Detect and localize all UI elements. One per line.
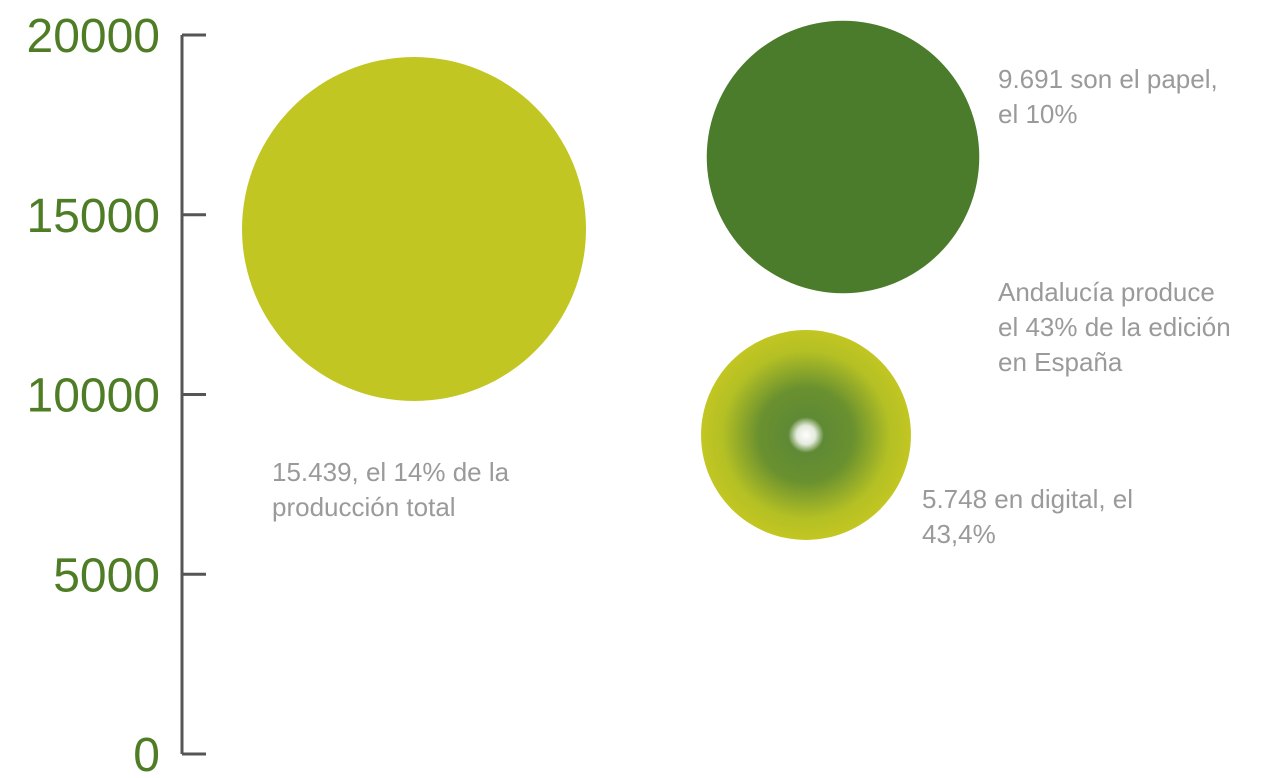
- bubble-digital: [701, 330, 911, 540]
- y-tick-label: 10000: [27, 370, 160, 423]
- bubble-label-digital-line-1: 5.748 en digital, el: [922, 484, 1134, 514]
- y-tick-label: 0: [133, 729, 160, 778]
- bubble-label-digital: 5.748 en digital, el 43,4%: [922, 482, 1133, 552]
- andalucia-annotation-line-3: en España: [998, 347, 1123, 377]
- bubble-label-paper-line-1: 9.691 son el papel,: [998, 64, 1218, 94]
- bubble-label-digital-line-2: 43,4%: [922, 519, 996, 549]
- bubble-label-total-line-1: 15.439, el 14% de la: [272, 457, 510, 487]
- bubble-label-paper: 9.691 son el papel, el 10%: [998, 62, 1218, 132]
- bubble-total: [242, 57, 586, 401]
- bubble-label-total-line-2: producción total: [272, 492, 456, 522]
- bubble-label-total: 15.439, el 14% de la producción total: [272, 455, 509, 525]
- y-tick-label: 5000: [53, 549, 160, 602]
- bubbles: [242, 20, 980, 540]
- bubble-label-paper-line-2: el 10%: [998, 99, 1078, 129]
- andalucia-annotation-line-2: el 43% de la edición: [998, 312, 1231, 342]
- andalucia-annotation-line-1: Andalucía produce: [998, 277, 1215, 307]
- y-tick-label: 15000: [27, 190, 160, 243]
- y-tick-label: 20000: [27, 10, 160, 63]
- andalucia-annotation: Andalucía produce el 43% de la edición e…: [998, 275, 1231, 380]
- bubble-paper: [706, 20, 980, 294]
- y-axis: 0 5000 10000 15000 20000: [27, 10, 206, 778]
